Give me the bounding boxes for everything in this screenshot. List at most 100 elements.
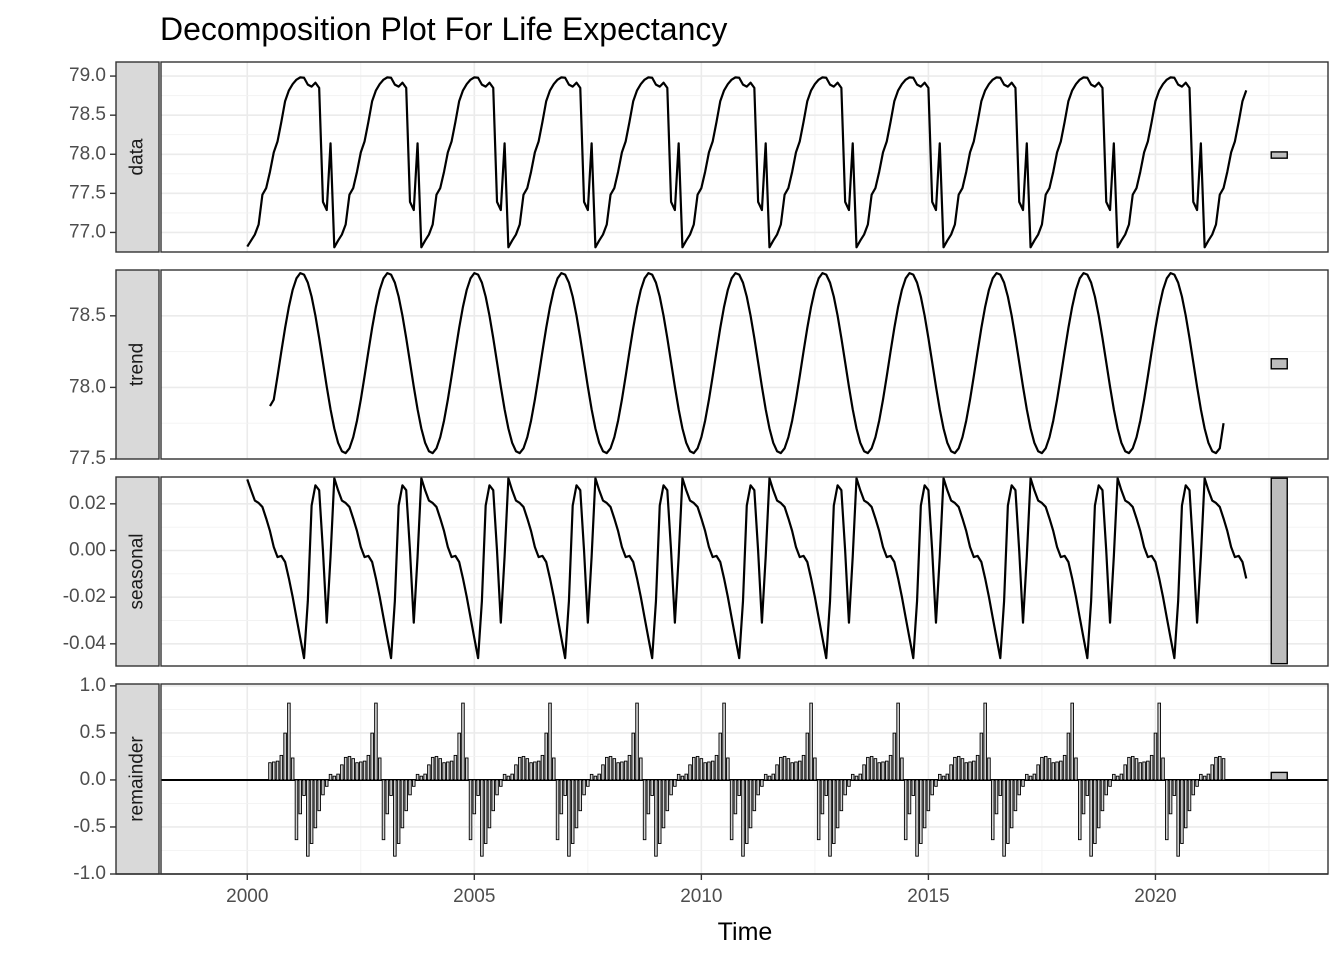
remainder-bar xyxy=(605,757,608,780)
remainder-bar xyxy=(904,780,907,840)
remainder-bar xyxy=(348,756,351,780)
remainder-bar xyxy=(1060,761,1063,780)
remainder-bar xyxy=(1075,758,1078,780)
remainder-bar xyxy=(594,776,597,780)
remainder-bar xyxy=(1203,776,1206,780)
remainder-bar xyxy=(598,774,601,780)
remainder-bar xyxy=(390,780,393,796)
remainder-bar xyxy=(969,762,972,780)
remainder-bar xyxy=(870,756,873,780)
chart-title: Decomposition Plot For Life Expectancy xyxy=(160,11,727,47)
panel-trend: trend77.578.078.5 xyxy=(69,270,1328,469)
remainder-bar xyxy=(1120,774,1123,780)
remainder-bar xyxy=(1154,733,1157,780)
remainder-bar xyxy=(1139,763,1142,780)
remainder-bar xyxy=(1082,780,1085,814)
remainder-bar xyxy=(1207,774,1210,780)
y-tick-label: 77.5 xyxy=(69,182,106,203)
remainder-bar xyxy=(1029,776,1032,780)
remainder-bar xyxy=(901,758,904,780)
remainder-bar xyxy=(715,755,718,780)
remainder-bar xyxy=(984,703,987,780)
remainder-bar xyxy=(855,776,858,780)
remainder-bar xyxy=(537,761,540,780)
remainder-bar xyxy=(632,733,635,780)
remainder-bar xyxy=(1200,774,1203,780)
remainder-bar xyxy=(575,780,578,828)
remainder-bar xyxy=(1063,755,1066,780)
remainder-bar xyxy=(307,780,310,856)
remainder-bar xyxy=(1090,780,1093,856)
remainder-bar xyxy=(753,780,756,811)
remainder-bar xyxy=(776,765,779,780)
remainder-bar xyxy=(647,780,650,814)
remainder-bar xyxy=(821,780,824,814)
remainder-bar xyxy=(1109,780,1112,786)
remainder-bar xyxy=(337,774,340,780)
remainder-bar xyxy=(1211,765,1214,780)
remainder-bar xyxy=(511,774,514,780)
remainder-bar xyxy=(1025,774,1028,780)
remainder-bar xyxy=(462,703,465,780)
remainder-bar xyxy=(836,780,839,828)
remainder-bar xyxy=(560,780,563,814)
remainder-bar xyxy=(469,780,472,840)
remainder-bar xyxy=(526,759,529,780)
remainder-bar xyxy=(1158,703,1161,780)
remainder-bar xyxy=(662,780,665,828)
y-tick-label: 0.0 xyxy=(80,769,106,790)
remainder-bar xyxy=(643,780,646,840)
remainder-bar xyxy=(931,780,934,795)
remainder-bar xyxy=(749,780,752,828)
strip-label-seasonal: seasonal xyxy=(127,533,148,609)
remainder-bar xyxy=(552,758,555,780)
remainder-bar xyxy=(874,759,877,780)
remainder-bar xyxy=(541,755,544,780)
remainder-bar xyxy=(670,780,673,795)
remainder-bar xyxy=(549,703,552,780)
y-tick-label: 0.02 xyxy=(69,493,106,514)
panel-remainder: remainder 1.0 0.5 0.0 -0.5 -1.0 xyxy=(73,675,1328,884)
remainder-bar xyxy=(276,761,279,780)
remainder-bar xyxy=(848,780,851,786)
x-tick-label: 2010 xyxy=(680,886,722,907)
remainder-bar xyxy=(299,780,302,814)
remainder-bar xyxy=(1166,780,1169,840)
y-tick-label: -1.0 xyxy=(73,863,106,884)
remainder-bar xyxy=(791,763,794,780)
remainder-bar xyxy=(568,780,571,856)
remainder-bar xyxy=(590,774,593,780)
remainder-bar xyxy=(1048,759,1051,780)
remainder-bar xyxy=(325,780,328,786)
remainder-bar xyxy=(1022,780,1025,786)
remainder-bar xyxy=(851,774,854,780)
remainder-bar xyxy=(613,759,616,780)
remainder-bar xyxy=(1181,780,1184,844)
y-tick-label: 1.0 xyxy=(80,675,106,696)
remainder-bar xyxy=(1218,756,1221,780)
remainder-bar xyxy=(1222,759,1225,780)
strip-label-data: data xyxy=(127,138,148,175)
remainder-bar xyxy=(280,755,283,780)
remainder-bar xyxy=(1162,758,1165,780)
remainder-bar xyxy=(655,780,658,856)
remainder-bar xyxy=(757,780,760,795)
remainder-bar xyxy=(621,762,624,780)
remainder-bar xyxy=(424,774,427,780)
remainder-bar xyxy=(518,757,521,780)
remainder-bar xyxy=(322,780,325,795)
remainder-bar xyxy=(738,780,741,796)
remainder-bar xyxy=(961,759,964,780)
remainder-bar xyxy=(288,703,291,780)
remainder-bar xyxy=(942,776,945,780)
remainder-bar xyxy=(534,762,537,780)
remainder-bar xyxy=(488,780,491,828)
remainder-bar xyxy=(431,757,434,780)
remainder-bar xyxy=(1003,780,1006,856)
remainder-bar xyxy=(938,774,941,780)
remainder-bar xyxy=(587,780,590,786)
remainder-bar xyxy=(704,763,707,780)
remainder-bar xyxy=(1131,756,1134,780)
remainder-bar xyxy=(814,758,817,780)
